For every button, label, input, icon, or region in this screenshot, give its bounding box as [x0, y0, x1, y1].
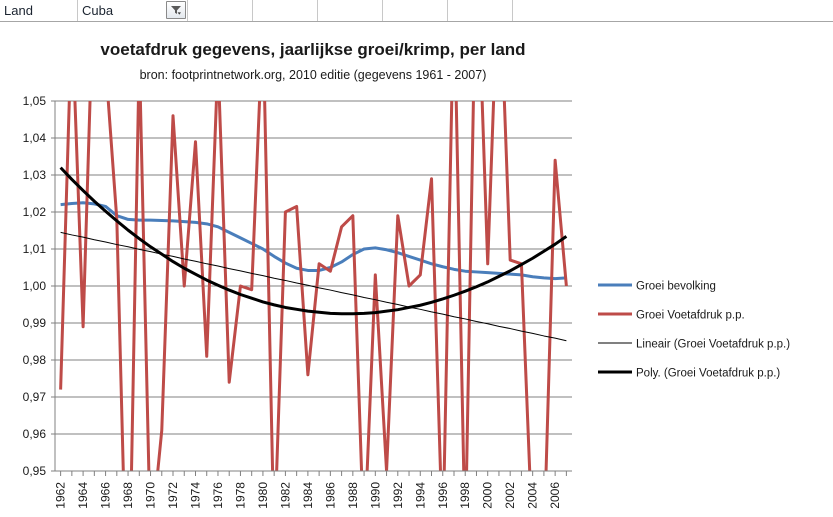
- x-axis-tick-label: 1964: [76, 482, 90, 509]
- y-axis-tick-label: 0,98: [23, 353, 47, 367]
- chart-title: voetafdruk gegevens, jaarlijkse groei/kr…: [100, 40, 525, 59]
- filter-funnel-icon[interactable]: [166, 1, 186, 19]
- x-axis-tick-label: 1996: [436, 482, 450, 509]
- series-line-footprint: [59, 101, 568, 471]
- y-axis-tick-label: 0,96: [23, 427, 47, 441]
- x-axis-tick-label: 1998: [458, 482, 472, 509]
- land-header-label: Land: [4, 3, 33, 18]
- y-axis-tick-label: 0,95: [23, 464, 47, 478]
- y-axis-tick-label: 1,01: [23, 242, 47, 256]
- x-axis-tick-label: 1968: [121, 482, 135, 509]
- y-axis-tick-label: 0,97: [23, 390, 47, 404]
- x-axis-ticks: [60, 471, 567, 476]
- x-axis-tick-label: 1984: [301, 482, 315, 509]
- blank-cell-5[interactable]: [448, 0, 513, 21]
- blank-cell-2[interactable]: [253, 0, 318, 21]
- chart-series-layer: [59, 101, 568, 471]
- x-axis-tick-label: 1982: [278, 482, 292, 509]
- land-header-cell[interactable]: Land: [0, 0, 78, 21]
- chart-legend: Groei bevolking Groei Voetafdruk p.p. Line…: [598, 281, 790, 380]
- x-axis-tick-label: 1976: [211, 482, 225, 509]
- x-axis-tick-label: 1974: [188, 482, 202, 509]
- x-axis-tick-label: 1962: [54, 482, 68, 509]
- x-axis-tick-label: 1966: [99, 482, 113, 509]
- legend-label-footprint: Groei Voetafdruk p.p.: [636, 310, 745, 322]
- growth-line-chart: voetafdruk gegevens, jaarlijkse groei/kr…: [23, 40, 791, 509]
- y-axis-tick-label: 1,02: [23, 205, 47, 219]
- series-line-linear_trend: [60, 231, 567, 342]
- x-axis-tick-label: 1994: [413, 482, 427, 509]
- blank-cell-4[interactable]: [383, 0, 448, 21]
- x-axis-tick-label: 2000: [481, 482, 495, 509]
- chart-container[interactable]: voetafdruk gegevens, jaarlijkse groei/kr…: [0, 22, 833, 517]
- x-axis-tick-label: 1972: [166, 482, 180, 509]
- chart-subtitle: bron: footprintnetwork.org, 2010 editie …: [140, 68, 487, 82]
- y-axis-tick-label: 1,04: [23, 131, 47, 145]
- y-axis-tick-label: 0,99: [23, 316, 47, 330]
- series-line-poly_trend: [59, 166, 568, 316]
- y-axis-tick-labels: 0,95 0,96 0,97 0,98 0,99 1,00 1,01 1,02 1,03 1,04…: [23, 94, 47, 478]
- x-axis-tick-label: 2004: [526, 482, 540, 509]
- spreadsheet-filter-row: Land Cuba: [0, 0, 833, 22]
- y-axis-tick-label: 1,05: [23, 94, 47, 108]
- legend-label-poly_trend: Poly. (Groei Voetafdruk p.p.): [636, 368, 780, 380]
- y-axis-tick-label: 1,03: [23, 168, 47, 182]
- land-filter-value-label: Cuba: [82, 3, 114, 18]
- x-axis-tick-label: 1980: [256, 482, 270, 509]
- x-axis-tick-label: 1986: [323, 482, 337, 509]
- series-line-population: [60, 201, 567, 281]
- land-filter-value-cell[interactable]: Cuba: [78, 0, 188, 21]
- blank-cell-1[interactable]: [188, 0, 253, 21]
- x-axis-tick-label: 2002: [503, 482, 517, 509]
- y-axis-tick-label: 1,00: [23, 279, 47, 293]
- legend-label-linear_trend: Lineair (Groei Voetafdruk p.p.): [636, 339, 790, 351]
- x-axis-tick-label: 1988: [346, 482, 360, 509]
- x-axis-tick-label: 1978: [233, 482, 247, 509]
- blank-cell-3[interactable]: [318, 0, 383, 21]
- legend-label-population: Groei bevolking: [636, 281, 716, 293]
- x-axis-tick-label: 1970: [144, 482, 158, 509]
- x-axis-tick-label: 1990: [368, 482, 382, 509]
- x-axis-tick-label: 2006: [548, 482, 562, 509]
- blank-cell-6[interactable]: [513, 0, 833, 21]
- x-axis-tick-labels: 1962 1964 1966 1968 1970 1972 1974 1976 1978 1980…: [54, 482, 563, 509]
- x-axis-tick-label: 1992: [391, 482, 405, 509]
